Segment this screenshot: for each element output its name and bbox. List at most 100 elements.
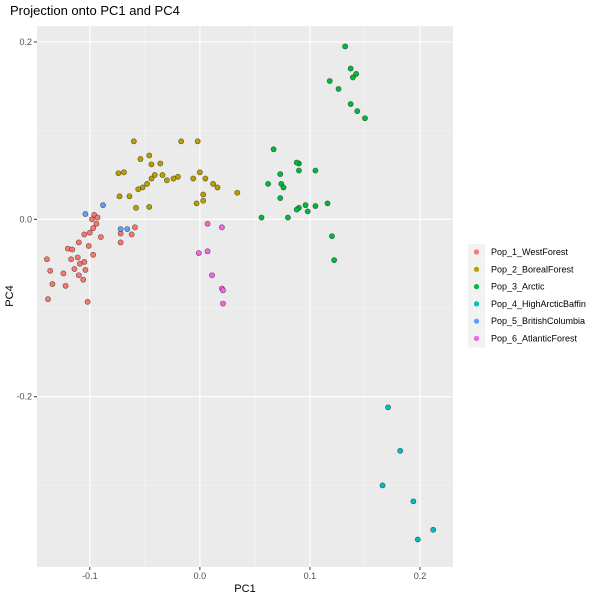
data-point	[82, 211, 89, 217]
legend-marker	[473, 301, 480, 307]
data-point	[144, 180, 150, 187]
data-point	[85, 243, 92, 249]
data-point	[349, 74, 356, 81]
data-point	[202, 175, 209, 182]
data-point	[196, 169, 203, 176]
data-point	[93, 220, 100, 227]
data-point	[124, 226, 131, 232]
data-point	[302, 202, 309, 209]
x-tick-label: 0.2	[414, 571, 427, 581]
data-point	[362, 115, 368, 122]
data-point	[117, 239, 124, 246]
data-point	[81, 231, 88, 238]
legend: Pop_1_WestForest Pop_2_BorealForest Pop_3_…	[464, 243, 586, 351]
data-point	[80, 276, 87, 283]
data-point	[115, 170, 122, 177]
data-point	[137, 156, 144, 162]
y-axis-title: PC4	[4, 285, 16, 306]
plot-panel	[37, 26, 453, 567]
data-point	[71, 266, 78, 272]
data-point	[68, 256, 75, 263]
data-point	[148, 175, 155, 182]
data-point	[347, 101, 354, 107]
data-point	[200, 197, 207, 204]
data-point	[397, 447, 404, 454]
data-point	[133, 204, 139, 211]
data-point	[220, 287, 226, 294]
data-point	[62, 282, 69, 289]
data-point	[210, 180, 216, 187]
legend-label: Pop_1_WestForest	[491, 247, 568, 257]
data-point	[97, 234, 104, 240]
legend-marker	[473, 284, 480, 290]
data-point	[47, 267, 54, 274]
data-point	[163, 177, 170, 184]
data-point	[353, 70, 360, 77]
x-tick-label: 0.1	[304, 571, 317, 581]
y-tick-label: 0.0	[19, 214, 32, 224]
data-point	[44, 256, 50, 263]
data-point	[293, 159, 300, 166]
data-point	[45, 296, 51, 303]
data-point	[234, 189, 241, 196]
data-point	[117, 226, 124, 232]
data-point	[304, 208, 311, 215]
legend-label: Pop_2_BorealForest	[491, 264, 574, 274]
data-point	[385, 404, 391, 411]
data-point	[130, 138, 137, 145]
data-point	[414, 536, 421, 543]
data-point	[335, 86, 342, 92]
data-point	[293, 206, 300, 213]
data-point	[326, 78, 333, 84]
data-points	[44, 43, 437, 543]
y-tick-label: -0.2	[16, 392, 32, 402]
data-point	[135, 186, 142, 193]
data-point	[128, 231, 135, 238]
data-point	[296, 167, 302, 174]
data-point	[170, 175, 177, 182]
data-point	[151, 172, 158, 178]
y-tick-label: 0.2	[19, 37, 32, 47]
data-point	[190, 175, 197, 182]
data-point	[194, 138, 201, 145]
axes: -0.1 0.0 0.1 0.2 -0.2 0.0 0.2	[16, 37, 426, 581]
data-point	[86, 229, 93, 236]
data-point	[94, 214, 101, 221]
data-point	[347, 65, 354, 72]
data-point	[410, 498, 417, 505]
data-point	[204, 248, 211, 255]
data-point	[430, 526, 437, 533]
data-point	[74, 254, 81, 261]
data-point	[178, 138, 185, 145]
data-point	[209, 272, 215, 279]
data-point	[200, 191, 207, 198]
legend-label: Pop_3_Arctic	[491, 282, 545, 292]
data-point	[146, 204, 153, 210]
data-point	[265, 180, 272, 187]
data-point	[195, 250, 202, 256]
data-point	[81, 259, 88, 265]
data-point	[354, 108, 361, 115]
data-point	[132, 224, 138, 231]
data-point	[277, 171, 284, 178]
data-point	[82, 266, 89, 273]
data-point	[312, 167, 319, 174]
data-point	[331, 257, 338, 264]
data-point	[49, 281, 56, 287]
data-point	[312, 203, 319, 209]
data-point	[193, 200, 200, 207]
data-point	[270, 146, 277, 153]
data-point	[329, 233, 335, 240]
data-point	[60, 270, 67, 277]
data-point	[218, 224, 225, 231]
legend-marker	[473, 335, 480, 342]
data-point	[280, 184, 287, 191]
legend-label: Pop_4_HighArcticBaffin	[491, 299, 586, 309]
data-point	[220, 300, 226, 307]
grid	[37, 26, 453, 567]
legend-label: Pop_5_BritishColumbia	[491, 316, 585, 326]
x-tick-label: -0.1	[82, 571, 98, 581]
data-point	[90, 251, 97, 258]
x-axis-title: PC1	[234, 583, 255, 595]
data-point	[204, 220, 211, 227]
